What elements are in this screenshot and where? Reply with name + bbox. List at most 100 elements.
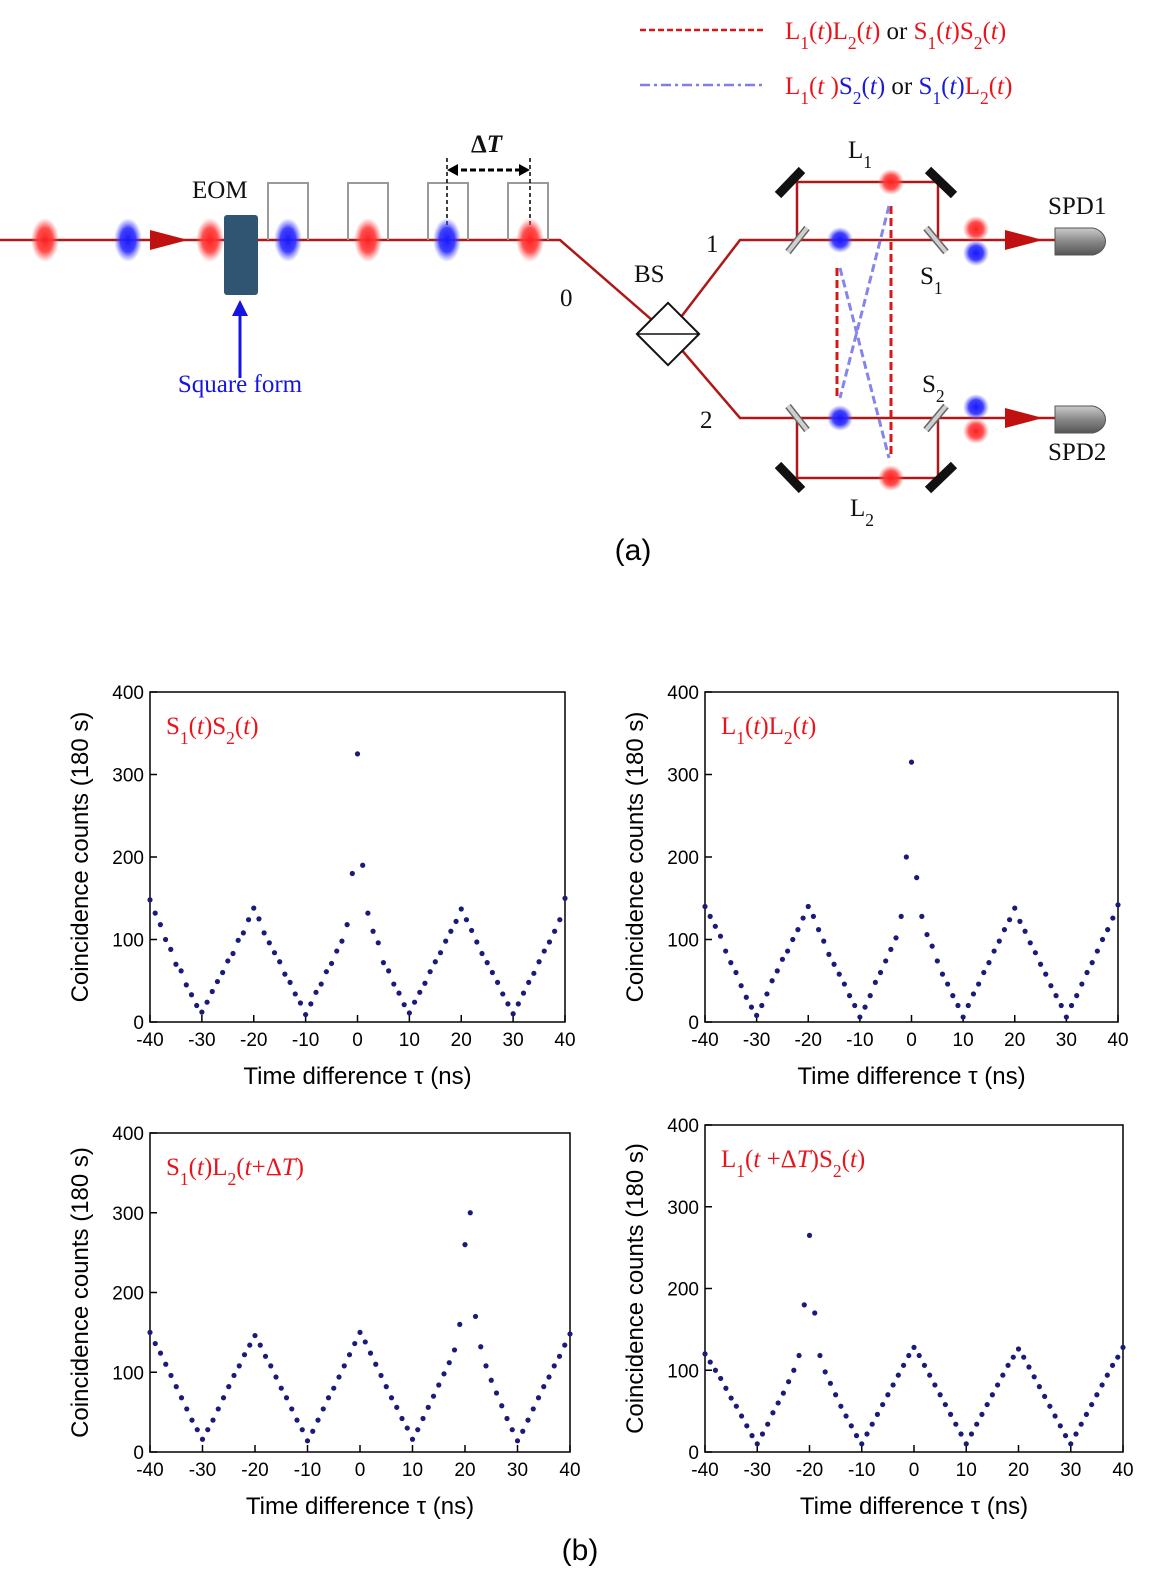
- x-tick-label: 20: [1008, 1460, 1029, 1481]
- data-point: [483, 1363, 489, 1369]
- data-point: [304, 1438, 311, 1444]
- data-point: [488, 1377, 494, 1383]
- data-point: [1005, 1362, 1011, 1368]
- data-point: [520, 1428, 526, 1434]
- data-point: [422, 980, 428, 986]
- data-point: [1036, 1384, 1042, 1390]
- data-point: [357, 1329, 363, 1335]
- data-point: [1083, 1411, 1090, 1417]
- data-point: [1026, 1364, 1032, 1370]
- data-point: [965, 1002, 971, 1009]
- x-axis-label: Time difference τ (ns): [800, 1493, 1028, 1520]
- data-point: [1000, 1372, 1006, 1378]
- data-point: [436, 1382, 442, 1388]
- data-point: [769, 978, 775, 984]
- data-point: [1084, 969, 1090, 976]
- data-point: [970, 991, 977, 997]
- data-point: [362, 1339, 368, 1345]
- data-point: [399, 1415, 405, 1422]
- data-point: [535, 1395, 542, 1401]
- data-point: [514, 1438, 521, 1444]
- data-point: [257, 1342, 263, 1348]
- x-tick-label: 40: [559, 1460, 580, 1481]
- data-point: [310, 1428, 316, 1434]
- x-axis-label: Time difference τ (ns): [797, 1063, 1025, 1090]
- splitters: [785, 225, 949, 433]
- data-point: [556, 1353, 563, 1359]
- data-point: [916, 1352, 922, 1359]
- data-point: [707, 913, 713, 920]
- data-point: [346, 1352, 353, 1358]
- data-point: [339, 938, 345, 944]
- data-point: [939, 971, 946, 977]
- data-point: [979, 1411, 985, 1417]
- y-tick-label: 200: [667, 848, 699, 869]
- data-point: [795, 927, 801, 933]
- data-point: [479, 950, 485, 957]
- y-tick-label: 0: [688, 1443, 699, 1464]
- data-point: [299, 1427, 305, 1433]
- data-point: [271, 950, 278, 956]
- data-point: [294, 1417, 300, 1423]
- data-point: [991, 948, 997, 954]
- x-axis-label: Time difference τ (ns): [243, 1063, 471, 1090]
- x-tick-label: 40: [1107, 1030, 1128, 1051]
- data-point: [205, 1427, 211, 1433]
- data-point: [252, 1332, 258, 1339]
- data-point: [235, 937, 241, 943]
- data-point: [451, 1347, 458, 1353]
- data-point: [853, 1433, 860, 1439]
- detector: [1054, 227, 1106, 256]
- data-point: [184, 1406, 190, 1412]
- data-point: [220, 1395, 227, 1401]
- data-point: [1022, 928, 1028, 934]
- data-point: [147, 897, 153, 903]
- data-point: [749, 1433, 755, 1439]
- square-pulses: [267, 182, 549, 240]
- y-axis-label: Coincidence counts (180 s): [622, 1143, 649, 1434]
- data-point: [163, 1361, 169, 1367]
- data-point: [325, 1395, 332, 1401]
- data-point: [493, 1390, 500, 1396]
- data-point: [723, 1385, 729, 1391]
- data-point: [895, 1372, 901, 1378]
- data-point: [360, 862, 366, 868]
- data-point: [315, 1417, 321, 1423]
- arm-label: S1: [920, 263, 943, 298]
- y-axis-label: Coincidence counts (180 s): [622, 712, 649, 1003]
- data-point: [373, 1361, 379, 1367]
- data-point: [443, 938, 449, 944]
- data-point: [942, 1401, 948, 1408]
- beam: [667, 333, 1060, 420]
- arm-label: L1: [848, 137, 872, 172]
- data-point: [546, 1374, 552, 1380]
- data-point: [986, 960, 992, 966]
- x-tick-label: -30: [743, 1030, 770, 1051]
- data-point: [536, 959, 542, 965]
- data-point: [458, 906, 464, 912]
- y-tick-label: 400: [667, 683, 699, 704]
- data-point: [157, 922, 163, 928]
- data-point: [448, 928, 454, 934]
- legend-entry: L1(t)L2(t) or S1(t)S2(t): [785, 18, 1006, 53]
- data-point: [728, 960, 734, 966]
- data-point: [774, 968, 780, 974]
- x-tick-label: -40: [136, 1030, 163, 1051]
- x-tick-label: 40: [1112, 1460, 1133, 1481]
- data-point: [738, 983, 744, 989]
- data-point: [822, 1369, 828, 1375]
- data-point: [934, 958, 940, 964]
- data-point: [189, 1417, 195, 1423]
- data-point: [247, 1342, 253, 1348]
- data-point: [864, 1431, 870, 1437]
- data-point: [1068, 1002, 1075, 1009]
- data-point: [801, 1302, 807, 1308]
- splitters-face: [786, 226, 948, 432]
- data-point: [1032, 950, 1038, 956]
- data-point: [996, 938, 1002, 944]
- x-tick-label: -40: [691, 1460, 718, 1481]
- delta-label: ΔT: [471, 131, 504, 158]
- plot-frame: [149, 691, 566, 1023]
- data-point: [388, 1395, 395, 1401]
- mirrors: [774, 166, 958, 494]
